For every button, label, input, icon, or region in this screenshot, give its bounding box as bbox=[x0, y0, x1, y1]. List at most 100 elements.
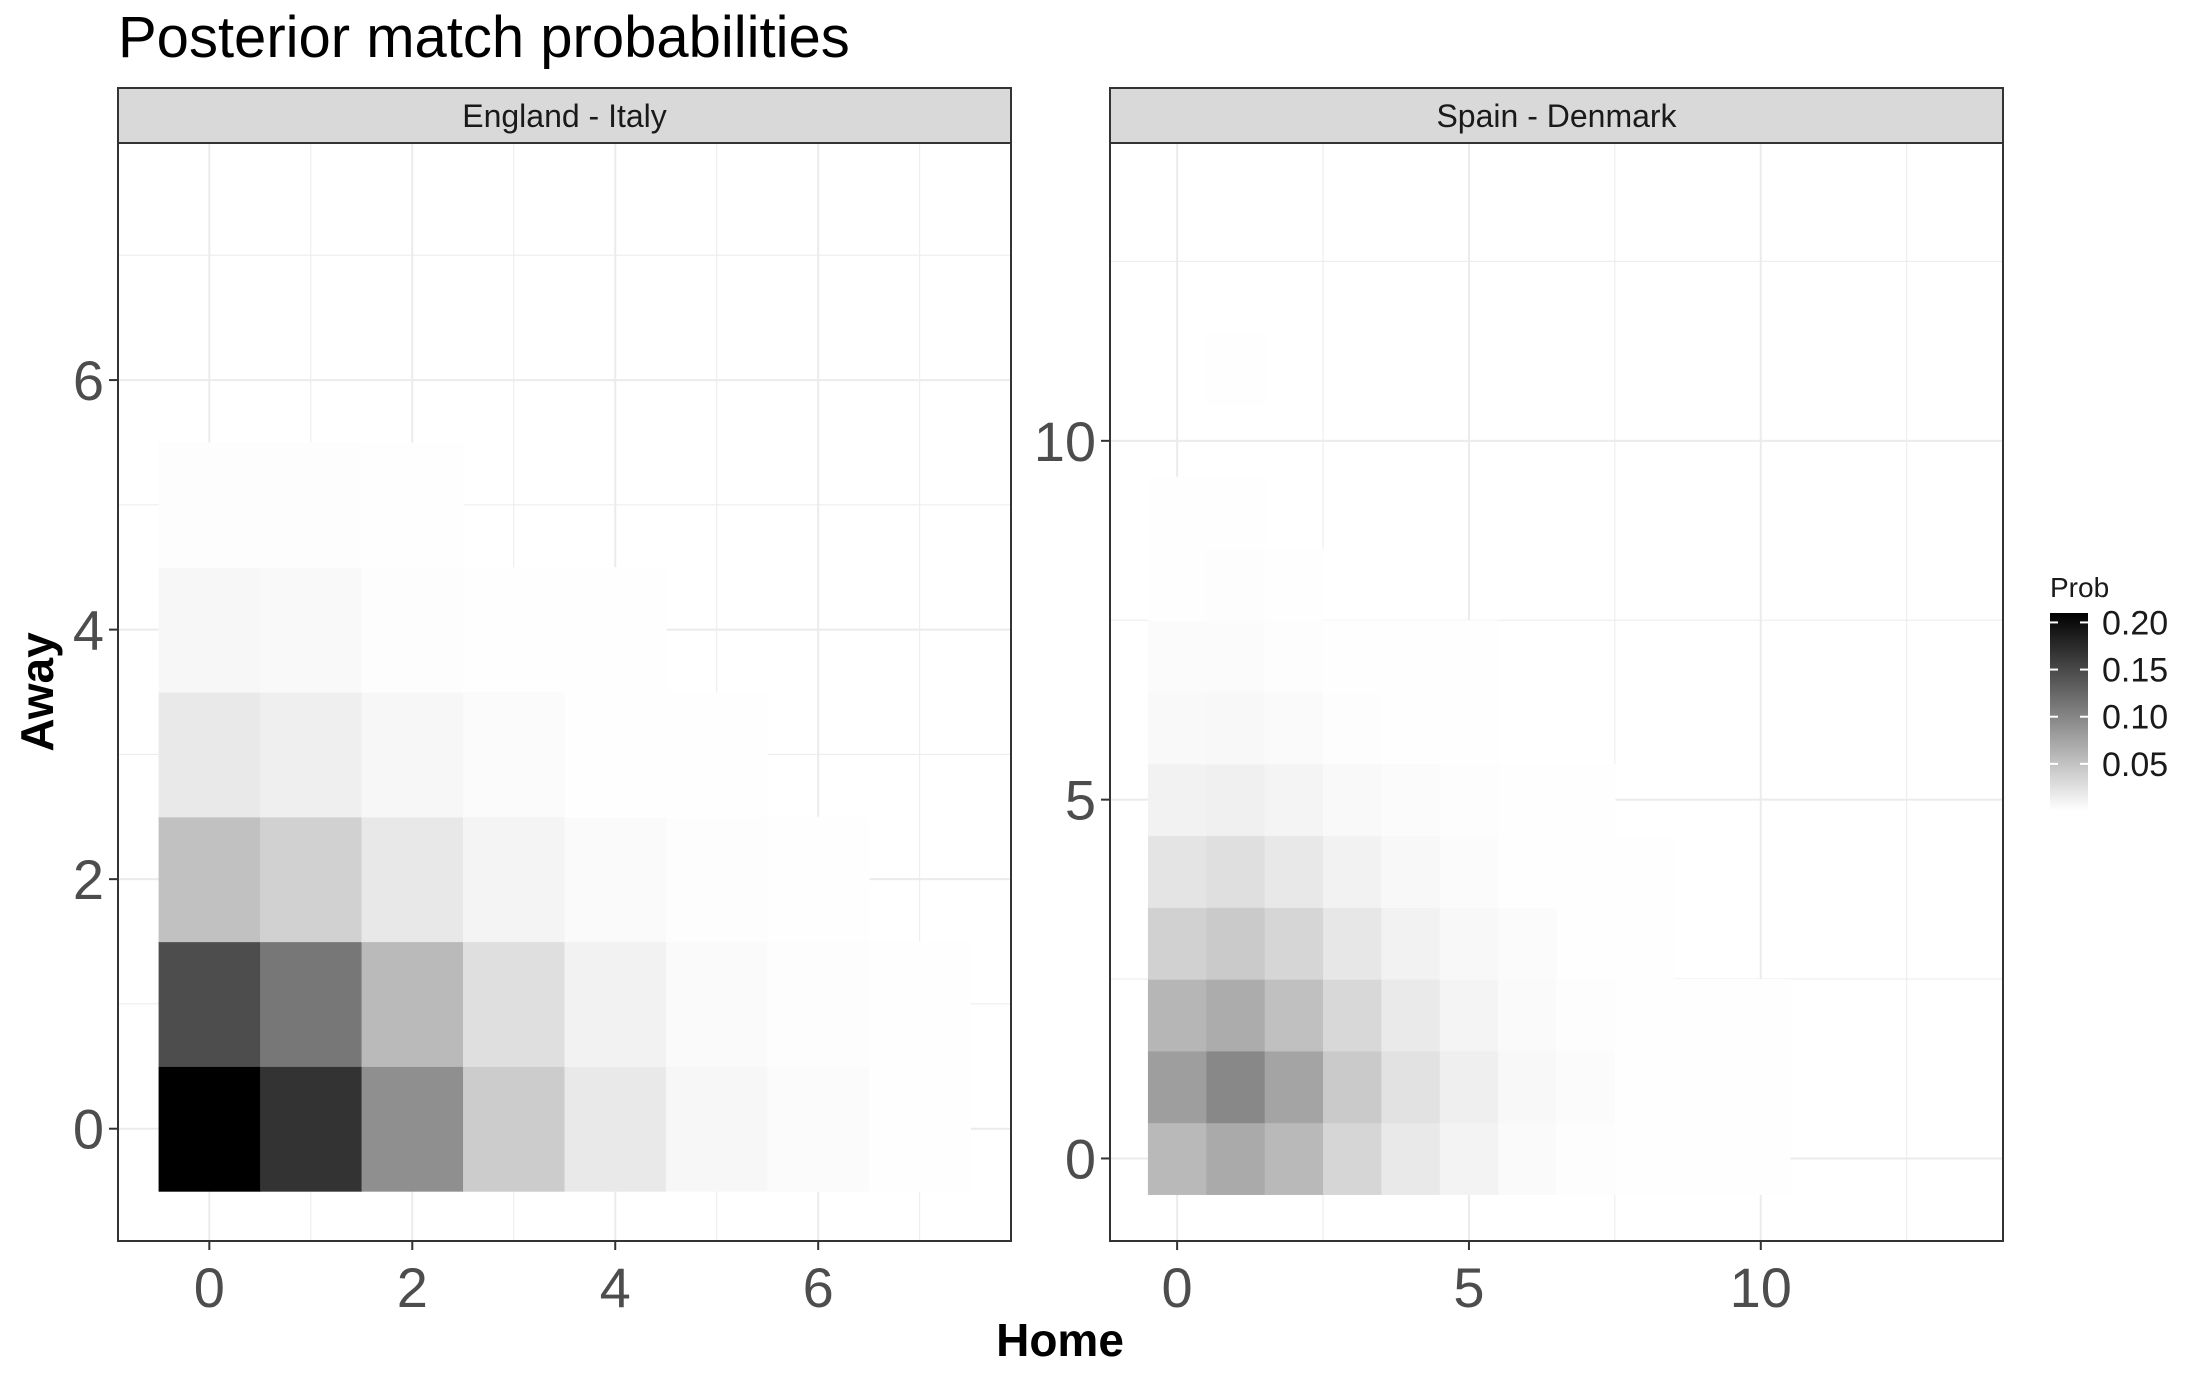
heatmap-cell bbox=[767, 941, 870, 1067]
legend-ticks: 0.05 0.10 0.15 0.20 bbox=[2050, 604, 2168, 784]
heatmap-cell bbox=[1264, 1122, 1324, 1195]
y-axis-title: Away bbox=[11, 632, 63, 752]
heatmap-cell bbox=[1556, 1122, 1616, 1195]
heatmap-cell bbox=[463, 1066, 566, 1192]
panel-border bbox=[117, 142, 1012, 1242]
panel-spain-denmark: Spain - Denmark 0 5 10 0 5 10 bbox=[1034, 87, 2004, 1319]
heatmap-cell bbox=[1206, 907, 1266, 980]
panel-strip-label: Spain - Denmark bbox=[1436, 98, 1677, 134]
heatmap-cell bbox=[1206, 763, 1266, 837]
heatmap-cell bbox=[260, 567, 363, 693]
x-tick-label: 0 bbox=[1162, 1256, 1193, 1319]
heatmap-cell bbox=[1323, 835, 1383, 908]
x-axis-ticks: 0 2 4 6 bbox=[194, 1241, 834, 1319]
heatmap-cell bbox=[1498, 907, 1558, 980]
heatmap-cell bbox=[1439, 763, 1499, 837]
heatmap-cell bbox=[1147, 907, 1207, 980]
x-axis-ticks: 0 5 10 bbox=[1162, 1241, 1792, 1319]
heatmap-cell bbox=[1439, 692, 1499, 765]
legend-tick-label: 0.20 bbox=[2102, 604, 2168, 642]
heatmap-cell bbox=[1614, 1050, 1674, 1124]
heatmap-cell bbox=[1556, 763, 1616, 837]
heatmap-cell bbox=[1264, 1050, 1324, 1124]
heatmap-cell bbox=[1556, 835, 1616, 908]
heatmap-cell bbox=[1381, 692, 1441, 765]
heatmap-cell bbox=[361, 442, 464, 568]
heatmap-cell bbox=[1147, 620, 1207, 693]
heatmap-cell bbox=[1731, 1050, 1791, 1124]
heatmap-cell bbox=[1264, 835, 1324, 908]
heatmap-cell bbox=[158, 941, 261, 1067]
x-tick-label: 10 bbox=[1730, 1256, 1792, 1319]
heatmap-cell bbox=[1206, 1050, 1266, 1124]
heatmap-cell bbox=[1206, 1122, 1266, 1195]
heatmap-cell bbox=[361, 941, 464, 1067]
heatmap-cell bbox=[1381, 835, 1441, 908]
heatmap-cell bbox=[463, 816, 566, 943]
heatmap-cell bbox=[1614, 979, 1674, 1052]
panel-strip-background bbox=[1109, 87, 2004, 144]
heatmap-cell bbox=[1673, 1050, 1733, 1124]
panel-strip-background bbox=[117, 87, 1012, 144]
panel-border bbox=[1109, 142, 2004, 1242]
heatmap-cell bbox=[564, 816, 667, 943]
heatmap-cells bbox=[1147, 333, 1791, 1195]
y-tick-label: 4 bbox=[73, 599, 104, 662]
heatmap-cell bbox=[1323, 1050, 1383, 1124]
heatmap-cell bbox=[158, 816, 261, 943]
heatmap-cell bbox=[463, 941, 566, 1067]
legend-tick-label: 0.10 bbox=[2102, 699, 2168, 737]
heatmap-cell bbox=[260, 692, 363, 818]
heatmap-cell bbox=[1439, 835, 1499, 908]
heatmap-cell bbox=[1264, 979, 1324, 1052]
legend: Prob 0.05 0.10 0.15 0.20 bbox=[2050, 572, 2168, 811]
heatmap-cell bbox=[1264, 692, 1324, 765]
heatmap-cell bbox=[1614, 1122, 1674, 1195]
heatmap-cell bbox=[1206, 835, 1266, 908]
heatmap-cell bbox=[1439, 907, 1499, 980]
heatmap-cell bbox=[1147, 548, 1207, 621]
heatmap-cell bbox=[665, 1066, 769, 1192]
heatmap-cell bbox=[1147, 692, 1207, 765]
heatmap-cell bbox=[1381, 620, 1441, 693]
heatmap-cell bbox=[361, 567, 464, 693]
heatmap-cell bbox=[564, 1066, 667, 1192]
heatmap-cell bbox=[868, 941, 972, 1067]
panel-england-italy: England - Italy 0 2 4 6 0 2 4 6 bbox=[73, 87, 1012, 1319]
legend-tick-label: 0.05 bbox=[2102, 746, 2168, 784]
heatmap-cell bbox=[1264, 907, 1324, 980]
heatmap-cell bbox=[1147, 835, 1207, 908]
heatmap-cell bbox=[1323, 692, 1383, 765]
heatmap-cell bbox=[767, 816, 870, 943]
heatmap-cell bbox=[1556, 907, 1616, 980]
heatmap-cell bbox=[1439, 979, 1499, 1052]
heatmap-cell bbox=[1206, 548, 1266, 621]
heatmap-cell bbox=[665, 692, 769, 818]
heatmap-cell bbox=[1381, 979, 1441, 1052]
y-tick-label: 6 bbox=[73, 349, 104, 412]
heatmap-cell bbox=[564, 941, 667, 1067]
heatmap-cell bbox=[1206, 979, 1266, 1052]
y-axis-ticks: 0 5 10 bbox=[1034, 410, 1110, 1190]
heatmap-cell bbox=[1264, 548, 1324, 621]
heatmap-cell bbox=[1206, 692, 1266, 765]
legend-colorbar bbox=[2050, 613, 2088, 811]
heatmap-cell bbox=[260, 1066, 363, 1192]
heatmap-cell bbox=[260, 816, 363, 943]
x-tick-label: 0 bbox=[194, 1256, 225, 1319]
heatmap-cell bbox=[1498, 979, 1558, 1052]
heatmap-cell bbox=[463, 692, 566, 818]
heatmap-cell bbox=[1323, 979, 1383, 1052]
heatmap-cell bbox=[1498, 763, 1558, 837]
heatmap-cell bbox=[1381, 763, 1441, 837]
heatmap-cell bbox=[1556, 979, 1616, 1052]
heatmap-cell bbox=[564, 692, 667, 818]
x-tick-label: 5 bbox=[1453, 1256, 1484, 1319]
heatmap-cell bbox=[868, 1066, 972, 1192]
heatmap-cell bbox=[1147, 1122, 1207, 1195]
heatmap-cell bbox=[463, 567, 566, 693]
heatmap-cell bbox=[1147, 1050, 1207, 1124]
heatmap-cell bbox=[1556, 1050, 1616, 1124]
heatmap-cell bbox=[158, 567, 261, 693]
